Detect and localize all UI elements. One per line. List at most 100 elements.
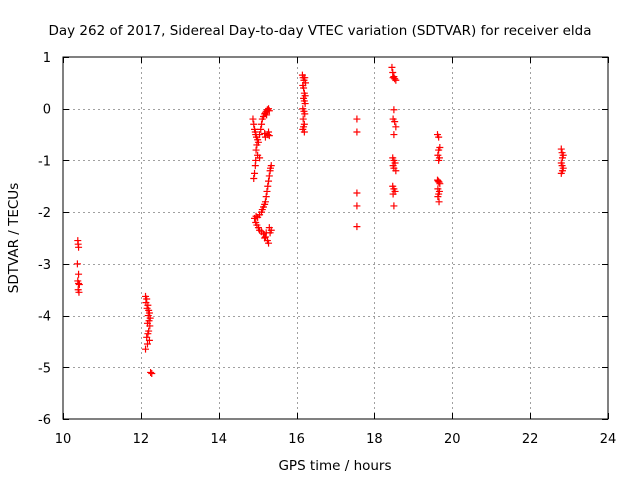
y-tick-label: -3 (38, 258, 51, 273)
y-tick-label: -4 (38, 310, 51, 325)
data-point (557, 145, 565, 153)
x-tick-label: 24 (600, 432, 617, 447)
data-point (390, 106, 398, 114)
y-tick-label: 0 (43, 103, 51, 118)
data-point (557, 169, 565, 177)
data-point (262, 193, 270, 201)
data-point (262, 229, 270, 237)
data-point (389, 74, 397, 82)
data-point (266, 167, 274, 175)
data-point (391, 75, 399, 83)
data-point (392, 123, 400, 131)
data-point (250, 175, 258, 183)
data-point (144, 330, 152, 338)
data-point (353, 223, 361, 231)
data-point (261, 233, 269, 241)
x-tick-label: 10 (55, 432, 72, 447)
data-point (251, 162, 259, 170)
data-point (146, 322, 154, 330)
y-tick-label: -2 (38, 206, 51, 221)
data-point (73, 260, 81, 268)
data-point (300, 84, 308, 92)
x-tick-label: 22 (522, 432, 539, 447)
data-point (261, 234, 269, 242)
data-point (264, 182, 272, 190)
data-point (143, 340, 151, 348)
data-point (148, 369, 156, 377)
y-axis-label: SDTVAR / TECUs (6, 183, 22, 293)
data-point (145, 336, 153, 344)
axis-ticks (63, 57, 609, 420)
data-point (75, 243, 83, 251)
x-axis-label: GPS time / hours (278, 458, 391, 474)
x-tick-label: 20 (444, 432, 461, 447)
data-point (263, 187, 271, 195)
data-points (73, 63, 567, 377)
data-point (261, 133, 269, 141)
data-point (75, 288, 83, 296)
data-point (254, 213, 262, 221)
plot-frame (62, 56, 609, 420)
data-point (435, 146, 443, 154)
data-point (353, 189, 361, 197)
x-tick-label: 12 (133, 432, 150, 447)
x-tick-labels: 10 12 14 16 18 20 22 24 (55, 432, 617, 447)
data-point (389, 190, 397, 198)
data-point (265, 177, 273, 185)
data-point (258, 120, 266, 128)
data-point (251, 214, 259, 222)
y-tick-labels: 1 0 -1 -2 -3 -4 -5 -6 (38, 51, 51, 428)
y-tick-label: -1 (38, 154, 51, 169)
data-point (300, 128, 308, 136)
data-point (263, 111, 271, 119)
data-point (391, 118, 399, 126)
data-point (257, 125, 265, 133)
data-point (251, 169, 259, 177)
data-point (353, 128, 361, 136)
data-point (390, 202, 398, 210)
data-point (256, 131, 264, 139)
data-point (435, 178, 443, 186)
y-tick-label: 1 (43, 51, 51, 66)
data-point (436, 180, 444, 188)
data-point (390, 131, 398, 139)
data-point (435, 198, 443, 206)
data-point (252, 146, 260, 154)
data-point (249, 115, 257, 123)
data-point (265, 172, 273, 180)
data-point (250, 120, 258, 128)
data-point (265, 224, 273, 232)
data-point (558, 154, 566, 162)
data-point (142, 345, 150, 353)
grid (63, 57, 608, 419)
x-tick-label: 14 (210, 432, 227, 447)
data-point (265, 107, 273, 115)
data-point (261, 130, 269, 138)
data-point (434, 193, 442, 201)
data-point (75, 280, 83, 288)
data-point (75, 281, 83, 289)
data-point (435, 133, 443, 141)
data-point (265, 239, 273, 247)
x-tick-label: 18 (366, 432, 383, 447)
data-point (75, 270, 83, 278)
chart-title: Day 262 of 2017, Sidereal Day-to-day VTE… (48, 23, 591, 39)
data-point (143, 295, 151, 303)
data-point (301, 100, 309, 108)
data-point (265, 128, 273, 136)
data-point (254, 138, 262, 146)
data-point (301, 74, 309, 82)
data-point (254, 151, 262, 159)
data-point (353, 115, 361, 123)
data-point (392, 167, 400, 175)
data-point (147, 368, 155, 376)
data-point (144, 301, 152, 309)
x-tick-label: 16 (288, 432, 305, 447)
data-point (388, 63, 396, 71)
data-point (299, 115, 307, 123)
y-tick-label: -6 (38, 413, 51, 428)
y-tick-label: -5 (38, 361, 51, 376)
data-point (301, 110, 309, 118)
data-point (265, 132, 273, 140)
